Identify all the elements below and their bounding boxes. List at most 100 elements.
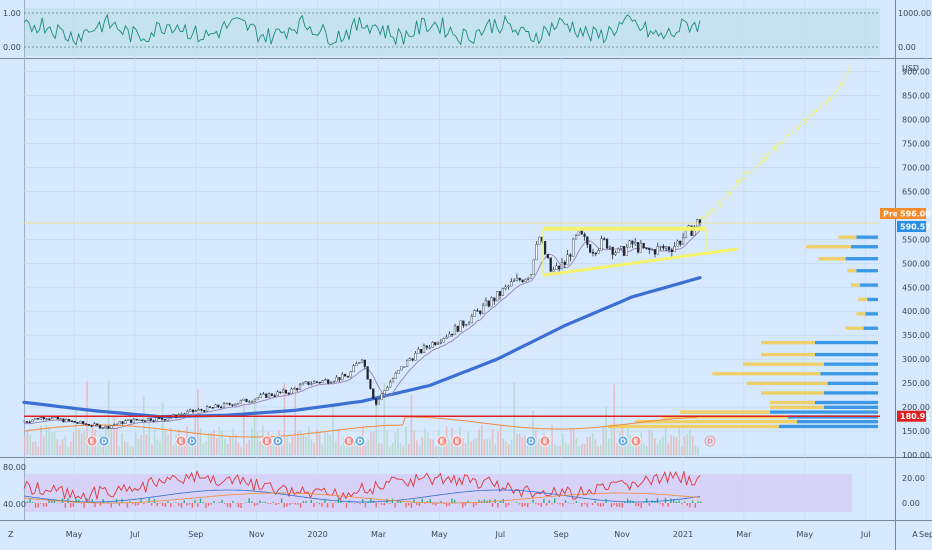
volume-bar [156, 439, 159, 455]
candle-body [569, 254, 572, 257]
candle-body [543, 241, 547, 255]
candle-body [434, 342, 437, 345]
time-tick-label: Mar [371, 530, 387, 539]
moving-average-line[interactable] [22, 276, 702, 419]
macd-panel-band [24, 474, 852, 512]
candle-body [146, 418, 150, 421]
candle-body [465, 324, 468, 326]
event-marker [86, 435, 98, 447]
volume-profile-bar-up [856, 269, 878, 273]
macd-histogram-bar [667, 503, 669, 507]
price-tick-label: 200.00 [902, 403, 930, 412]
volume-bar [205, 441, 207, 455]
rsi-tick-upper: 1.00 [3, 9, 21, 18]
candle-body [338, 377, 341, 381]
macd-histogram-bar [675, 501, 678, 503]
macd-histogram-bar [553, 498, 556, 503]
volume-bar [683, 436, 686, 455]
macd-histogram-bar [586, 503, 588, 508]
volume-bar [656, 444, 659, 455]
volume-profile-bar-down [770, 405, 824, 409]
candle-body [498, 291, 502, 296]
macd-histogram-bar [389, 503, 391, 504]
macd-histogram-bar [548, 500, 550, 503]
price-tick-label: 500.00 [902, 259, 930, 268]
volume-profile-bar-down [847, 269, 857, 273]
volume-bar [75, 409, 77, 455]
candle-body [439, 342, 442, 344]
volume-bar [40, 425, 42, 455]
candle-body [358, 362, 361, 364]
candle-body [603, 238, 606, 240]
event-marker-label: D [275, 438, 281, 446]
candle-body [510, 281, 513, 287]
volume-bar [97, 442, 99, 455]
volume-bar [418, 445, 421, 455]
macd-histogram-bar [478, 499, 480, 503]
candle-body [667, 246, 671, 251]
candle-body [141, 419, 144, 422]
volume-bar [80, 433, 83, 455]
volume-bar [45, 425, 48, 455]
candle-body [118, 421, 121, 425]
macd-histogram-bar [232, 500, 234, 503]
event-marker [186, 435, 198, 447]
volume-bar [659, 439, 662, 455]
macd-histogram-bar [256, 503, 258, 506]
projection-path[interactable] [699, 63, 853, 222]
macd-histogram-bar [640, 503, 642, 508]
volume-profile-bar-up [820, 372, 878, 376]
volume-profile-bar-down [635, 420, 797, 424]
volume-bar [215, 438, 218, 455]
volume-bar [56, 439, 59, 455]
candle-body [662, 246, 665, 249]
volume-bar [464, 442, 467, 455]
candle-body [107, 425, 110, 429]
macd-right-tick-lower: 0.00 [902, 499, 920, 508]
candle-body [56, 416, 59, 420]
macd-histogram-bar [635, 503, 637, 507]
volume-bar [110, 429, 113, 455]
volume-bar [64, 435, 67, 455]
macd-histogram-bar [313, 503, 315, 508]
macd-histogram-bar [91, 499, 93, 503]
macd-histogram-bar [318, 503, 321, 505]
macd-histogram-bar [418, 503, 421, 507]
volume-bar [624, 444, 626, 455]
volume-bar [480, 425, 483, 455]
candle-body [529, 274, 533, 279]
candle-body [476, 310, 479, 312]
candle-body [670, 249, 673, 253]
volume-bar [226, 444, 229, 455]
volume-bar [391, 442, 394, 455]
volume-profile-bar-up [851, 245, 878, 249]
candle-body [538, 236, 541, 245]
candle-body [448, 333, 451, 338]
volume-bar [299, 430, 302, 455]
volume-profile-bar-up [865, 312, 878, 316]
candle-body [301, 382, 304, 386]
macd-histogram-bar [686, 503, 688, 506]
candle-body [360, 359, 364, 363]
macd-histogram-bar [445, 503, 448, 507]
volume-bar [129, 446, 132, 455]
volume-bar [191, 440, 194, 455]
volume-bar [69, 441, 72, 455]
volume-bar [183, 445, 186, 455]
macd-histogram-bar [397, 500, 399, 503]
volume-bar [137, 438, 140, 455]
volume-bar [102, 439, 105, 455]
macd-histogram-bar [24, 501, 26, 503]
candle-body [79, 421, 82, 424]
volume-bar [232, 428, 234, 455]
volume-bar [516, 434, 518, 455]
volume-bar [170, 427, 172, 455]
volume-bar [594, 439, 597, 455]
macd-histogram-bar [570, 503, 572, 504]
volume-bar [197, 388, 199, 455]
macd-histogram-bar [497, 503, 499, 508]
macd-histogram-bar [621, 503, 623, 508]
time-tick-label: Jul [860, 530, 871, 539]
